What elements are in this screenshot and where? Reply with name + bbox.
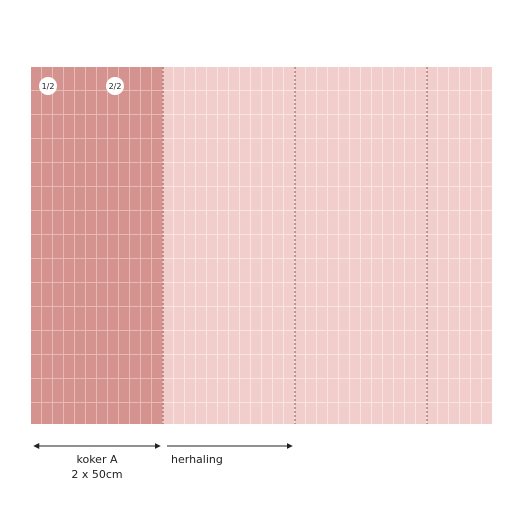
badge <box>39 77 57 95</box>
koker-panels <box>31 67 163 424</box>
seam-lines <box>162 67 428 424</box>
badge-label: 2/2 <box>109 82 122 91</box>
badge-label: 1/2 <box>42 82 55 91</box>
koker-label: koker A <box>77 453 118 466</box>
badge <box>106 77 124 95</box>
koker-size: 2 x 50cm <box>71 468 122 481</box>
repeat-label: herhaling <box>171 453 223 466</box>
repeat-panels <box>163 67 492 424</box>
